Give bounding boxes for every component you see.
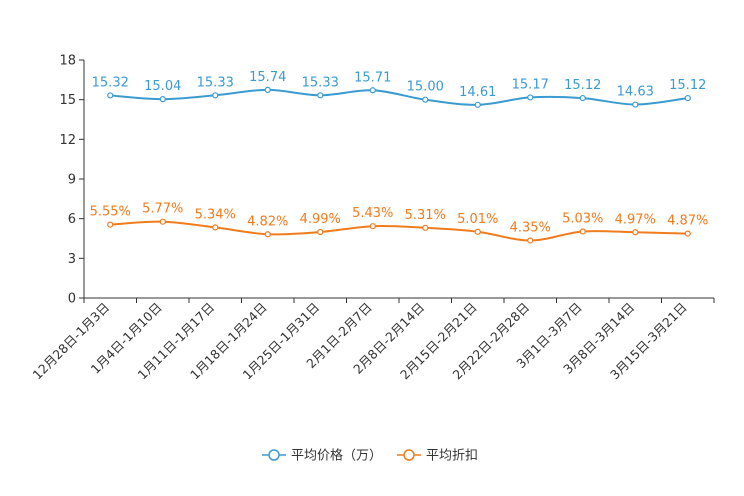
data-label: 5.77% <box>142 202 183 217</box>
data-point[interactable] <box>107 221 114 228</box>
data-point[interactable] <box>474 228 481 235</box>
data-point[interactable] <box>212 224 219 231</box>
y-tick-label: 0 <box>68 292 76 307</box>
data-point[interactable] <box>264 231 271 238</box>
data-point[interactable] <box>684 230 691 237</box>
data-label: 4.87% <box>667 214 708 229</box>
data-label: 5.03% <box>562 211 603 226</box>
data-label: 4.35% <box>510 220 551 235</box>
data-label: 14.61 <box>459 85 496 100</box>
y-tick-label: 3 <box>68 252 76 267</box>
series-1: 15.32 15.04 15.33 15.74 15.33 15.71 15.00 14.61… <box>92 70 706 108</box>
data-label: 5.55% <box>90 205 131 220</box>
data-label: 4.82% <box>247 214 288 229</box>
data-point[interactable] <box>422 224 429 231</box>
data-point[interactable] <box>632 101 639 108</box>
series-line <box>110 88 688 106</box>
data-point[interactable] <box>579 94 586 102</box>
data-label: 15.33 <box>197 75 234 90</box>
data-label: 15.33 <box>302 75 339 90</box>
data-point[interactable] <box>317 92 324 99</box>
data-label: 15.71 <box>354 70 391 85</box>
y-tick-label: 12 <box>59 133 76 148</box>
data-label: 4.97% <box>615 212 656 227</box>
data-point[interactable] <box>369 87 376 94</box>
data-label: 15.74 <box>249 70 286 85</box>
data-label: 15.12 <box>564 78 601 93</box>
data-point[interactable] <box>527 94 534 101</box>
data-point[interactable] <box>632 229 639 236</box>
y-tick-label: 18 <box>59 54 76 69</box>
data-point[interactable] <box>369 223 376 230</box>
legend-marker-icon <box>268 449 280 461</box>
data-label: 5.34% <box>195 207 236 222</box>
legend-marker-icon <box>403 449 415 461</box>
legend[interactable]: 平均价格（万） 平均折扣 <box>262 448 478 464</box>
legend-label: 平均价格（万） <box>291 448 382 464</box>
data-label: 15.17 <box>512 77 549 92</box>
data-point[interactable] <box>107 92 114 99</box>
legend-label: 平均折扣 <box>426 449 478 464</box>
data-label: 15.04 <box>144 79 181 94</box>
data-point[interactable] <box>317 228 324 236</box>
data-label: 5.31% <box>405 208 446 223</box>
data-point[interactable] <box>684 94 691 102</box>
data-label: 5.43% <box>352 206 393 221</box>
y-tick-label: 15 <box>59 93 76 108</box>
y-tick-label: 9 <box>68 173 76 188</box>
data-point[interactable] <box>422 96 429 103</box>
data-label: 5.01% <box>457 212 498 227</box>
data-label: 15.12 <box>669 78 706 93</box>
data-label: 4.99% <box>300 212 341 227</box>
series-2: 5.55% 5.77% 5.34% 4.82% 4.99% 5.43% 5.31% 5.01%… <box>90 202 708 244</box>
legend-item-2[interactable]: 平均折扣 <box>397 449 478 464</box>
series-layer: 15.32 15.04 15.33 15.74 15.33 15.71 15.00 14.61… <box>90 70 708 244</box>
legend-item-1[interactable]: 平均价格（万） <box>262 448 382 464</box>
y-tick-label: 6 <box>68 212 76 227</box>
data-label: 14.63 <box>617 85 654 100</box>
data-label: 15.32 <box>92 75 129 90</box>
data-point[interactable] <box>527 237 534 244</box>
data-point[interactable] <box>579 228 586 235</box>
data-point[interactable] <box>159 96 166 103</box>
data-point[interactable] <box>474 101 481 108</box>
data-point[interactable] <box>212 92 219 99</box>
series-line <box>110 220 688 242</box>
data-point[interactable] <box>159 218 166 225</box>
data-point[interactable] <box>264 86 271 93</box>
data-label: 15.00 <box>407 80 444 95</box>
